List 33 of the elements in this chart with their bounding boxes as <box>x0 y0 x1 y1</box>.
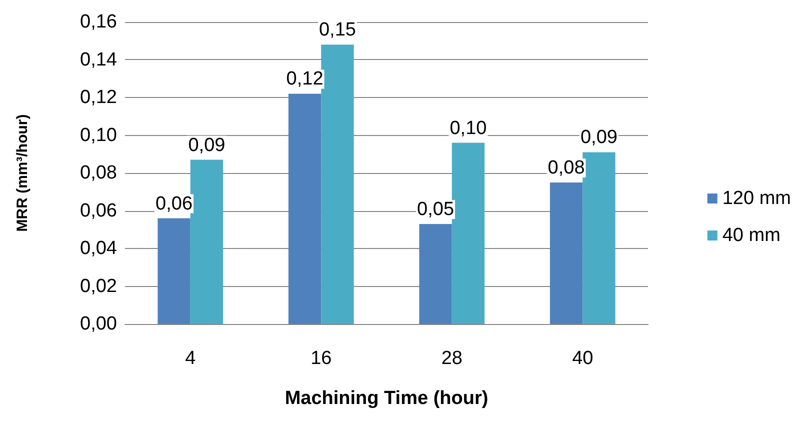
data-label: 0,15 <box>318 20 356 41</box>
data-label: 0,06 <box>156 193 193 214</box>
x-tick-label: 40 <box>572 348 594 369</box>
x-tick-label: 28 <box>441 348 462 369</box>
bar <box>419 224 452 324</box>
y-tick-label: 0,14 <box>80 49 118 70</box>
bar <box>190 160 224 324</box>
data-label: 0,12 <box>286 68 324 90</box>
bar <box>288 94 322 324</box>
data-label: 0,10 <box>450 118 487 139</box>
y-tick-label: 0,00 <box>80 314 117 334</box>
y-tick-label: 0,12 <box>80 87 117 108</box>
y-tick-label: 0,08 <box>80 162 117 184</box>
legend-label: 40 mm <box>722 225 780 246</box>
y-tick-label: 0,02 <box>80 276 117 297</box>
data-label: 0,05 <box>417 198 454 220</box>
data-label: 0,08 <box>548 157 585 178</box>
y-tick-label: 0,04 <box>80 238 118 259</box>
bar <box>550 182 583 324</box>
bar <box>452 142 485 324</box>
bar <box>158 218 190 324</box>
data-label: 0,09 <box>580 127 618 148</box>
y-tick-label: 0,06 <box>80 200 117 222</box>
y-tick-label: 0,10 <box>80 124 117 146</box>
bar <box>582 152 616 324</box>
y-tick-label: 0,16 <box>80 12 117 32</box>
x-tick-label: 16 <box>310 348 332 369</box>
x-tick-label: 4 <box>185 348 196 369</box>
x-axis-title: Machining Time (hour) <box>284 388 488 409</box>
bar <box>321 44 354 324</box>
y-axis-title: MRR (mm³/hour) <box>14 114 31 232</box>
legend-label: 120 mm <box>722 188 792 209</box>
data-label: 0,09 <box>188 134 226 156</box>
